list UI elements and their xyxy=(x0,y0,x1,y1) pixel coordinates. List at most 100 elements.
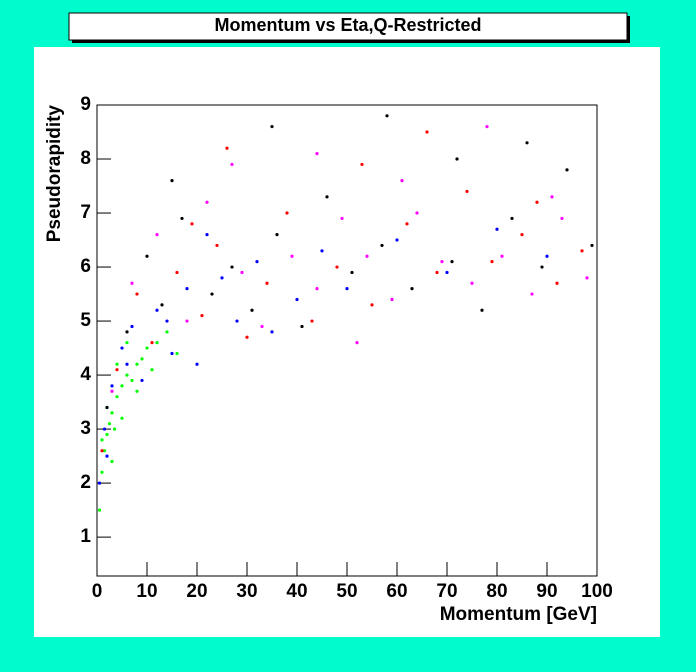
point xyxy=(155,308,159,312)
point xyxy=(110,411,114,415)
point xyxy=(102,449,107,453)
point xyxy=(565,168,569,172)
point xyxy=(275,233,279,237)
point xyxy=(125,373,129,377)
point xyxy=(465,189,469,194)
point xyxy=(105,405,109,410)
point xyxy=(405,222,409,226)
y-tick-label: 8 xyxy=(80,148,91,169)
point xyxy=(115,395,119,399)
y-tick-label: 7 xyxy=(80,202,91,223)
point xyxy=(315,152,319,156)
point xyxy=(255,260,259,264)
point xyxy=(320,249,324,253)
point xyxy=(345,287,349,291)
point xyxy=(155,341,159,345)
point xyxy=(170,351,174,356)
point xyxy=(300,324,304,329)
point xyxy=(495,227,499,231)
point xyxy=(415,211,419,215)
x-tick-label: 70 xyxy=(436,581,457,602)
point xyxy=(130,281,134,285)
y-axis-label: Pseudorapidity xyxy=(44,105,65,243)
point xyxy=(235,319,239,323)
point xyxy=(395,238,399,242)
point xyxy=(170,179,174,183)
point xyxy=(175,351,179,356)
point xyxy=(530,292,534,296)
point xyxy=(140,357,144,361)
point xyxy=(370,303,374,307)
point xyxy=(265,281,269,285)
point xyxy=(290,254,294,258)
point xyxy=(390,297,394,302)
point xyxy=(125,330,129,334)
point xyxy=(110,384,114,388)
x-tick-label: 30 xyxy=(236,581,257,602)
point xyxy=(115,368,119,372)
point xyxy=(500,254,504,258)
point xyxy=(350,270,354,275)
point xyxy=(97,481,102,485)
point xyxy=(385,114,389,118)
point xyxy=(185,287,189,291)
point xyxy=(335,265,339,269)
x-tick-label: 100 xyxy=(581,581,613,602)
point xyxy=(185,319,189,323)
point xyxy=(490,260,494,264)
y-tick-label: 6 xyxy=(80,256,91,277)
point xyxy=(590,243,594,248)
point xyxy=(445,270,449,275)
point xyxy=(325,195,329,199)
point xyxy=(225,146,229,150)
point xyxy=(260,324,264,329)
point xyxy=(310,319,314,323)
pad xyxy=(34,47,660,637)
point xyxy=(175,270,179,275)
point xyxy=(205,233,209,237)
point xyxy=(425,130,429,134)
x-tick-label: 10 xyxy=(136,581,157,602)
point xyxy=(520,233,524,237)
y-tick-label: 5 xyxy=(80,310,91,331)
point xyxy=(105,432,109,437)
point xyxy=(145,254,149,258)
point xyxy=(210,292,214,296)
point xyxy=(112,427,117,431)
point xyxy=(165,330,169,334)
point xyxy=(220,276,224,280)
point xyxy=(410,287,414,291)
x-tick-label: 40 xyxy=(286,581,307,602)
point xyxy=(480,308,484,312)
point xyxy=(355,341,359,345)
point xyxy=(525,141,529,145)
point xyxy=(315,287,319,291)
point xyxy=(365,254,369,258)
y-tick-label: 4 xyxy=(80,364,91,385)
point xyxy=(380,243,384,248)
point xyxy=(230,162,234,167)
point xyxy=(165,319,169,323)
y-tick-label: 3 xyxy=(80,418,91,439)
point xyxy=(125,362,129,366)
point xyxy=(100,438,104,442)
point xyxy=(360,162,364,167)
point xyxy=(400,179,404,183)
title-box xyxy=(68,12,628,41)
point xyxy=(240,270,244,275)
point xyxy=(555,281,559,285)
point xyxy=(155,233,159,237)
point xyxy=(340,216,344,221)
point xyxy=(160,303,164,307)
chart-title: Momentum vs Eta,Q-Restricted xyxy=(214,15,481,35)
point xyxy=(110,389,114,393)
point xyxy=(120,346,124,350)
x-tick-label: 80 xyxy=(486,581,507,602)
x-tick-label: 50 xyxy=(336,581,357,602)
point xyxy=(545,254,549,258)
point xyxy=(120,416,124,420)
point xyxy=(102,427,107,431)
point xyxy=(125,341,129,345)
point xyxy=(455,157,459,161)
